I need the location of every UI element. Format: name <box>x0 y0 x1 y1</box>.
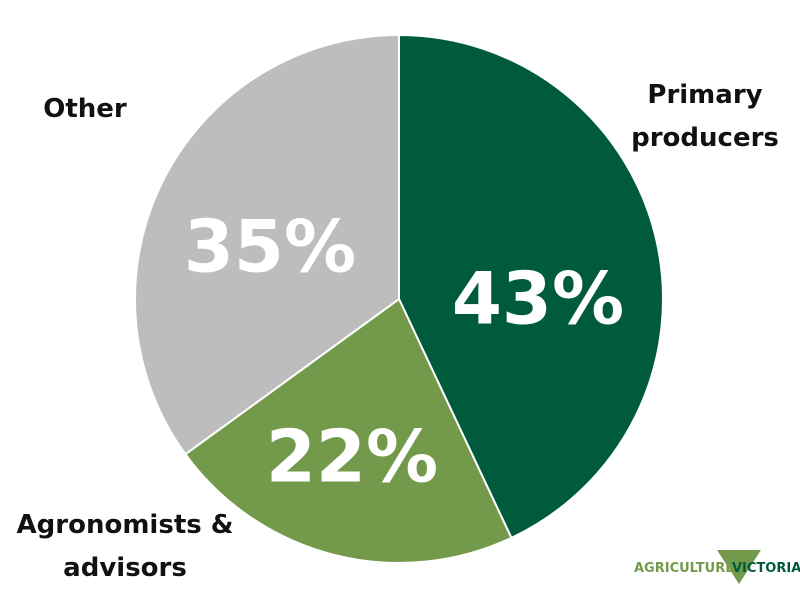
labels: 43%22% 35% <box>184 205 624 499</box>
value-label: 22% <box>266 415 438 499</box>
logo: AGRICULTURE VICTORIA <box>634 550 800 584</box>
value-label: 43% <box>452 257 624 341</box>
logo-triangle <box>717 550 761 584</box>
logo-left: AGRICULTURE <box>634 561 734 576</box>
value-label: 35% <box>184 205 356 289</box>
pie-slice <box>134 33 400 456</box>
slices <box>134 33 664 564</box>
logo-right: VICTORIA <box>732 561 800 576</box>
category-label: Primary producers <box>631 80 779 153</box>
pie-slice <box>398 33 664 540</box>
pie-slice <box>184 297 513 564</box>
category-label: Other <box>43 94 127 124</box>
category-label: Agronomists & advisors <box>16 510 234 583</box>
